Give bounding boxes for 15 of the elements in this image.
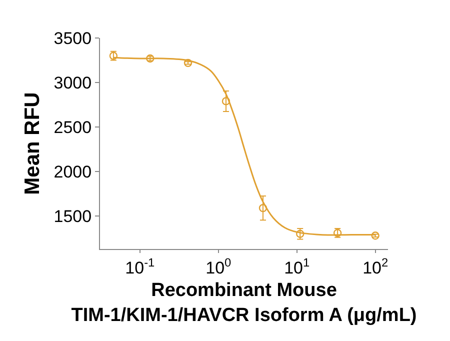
x-tick-label: 10$^{-1}$ [125, 255, 156, 278]
y-tick-label: 1500 [54, 207, 92, 226]
y-tick-label: 3500 [54, 28, 92, 48]
y-tick-label: 3000 [54, 73, 92, 92]
point [371, 232, 380, 240]
y-tick-label: 2500 [54, 118, 92, 137]
point [258, 204, 268, 212]
x-tick-label: 10$^{2}$ [362, 255, 388, 278]
y-tick-label: 2000 [54, 162, 92, 182]
point [184, 58, 192, 68]
point [222, 97, 230, 106]
x-tick-label: 10$^{0}$ [206, 255, 232, 278]
x-tick-label: 10$^{1}$ [284, 255, 310, 278]
x-axis-title: Recombinant Mouse TIM-1/KIM-1/HAVCR Isoform A (μg/mL) [71, 280, 417, 326]
y-axis-title: Mean RFU [20, 92, 44, 195]
